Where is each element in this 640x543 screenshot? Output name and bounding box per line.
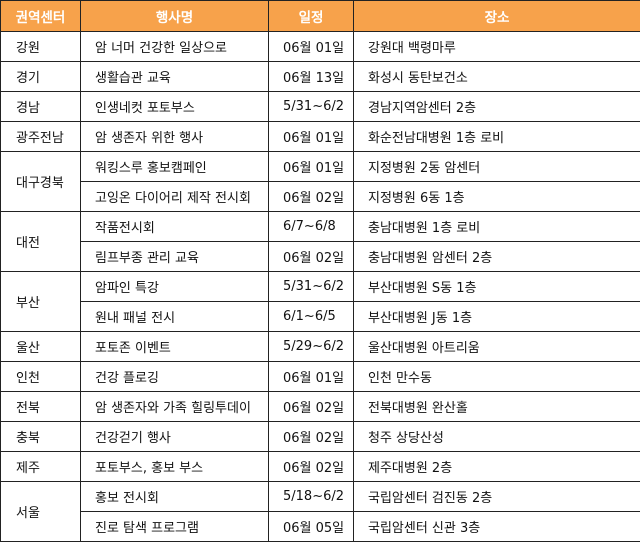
region-cell: 울산	[0, 331, 81, 362]
event-name-cell: 건강걷기 행사	[80, 421, 269, 452]
event-name-cell: 인생네컷 포토부스	[80, 91, 269, 122]
event-name-cell: 암 생존자 위한 행사	[80, 121, 269, 152]
place-cell: 화성시 동탄보건소	[353, 61, 640, 92]
region-cell: 경남	[0, 91, 81, 122]
region-cell: 광주전남	[0, 121, 81, 152]
event-name-cell: 포토부스, 홍보 부스	[80, 451, 269, 482]
table-row: 진로 탐색 프로그램 06월 05일 국립암센터 신관 3층	[1, 511, 640, 542]
event-name-cell: 홍보 전시회	[80, 481, 269, 512]
date-cell: 5/29~6/2	[268, 331, 354, 362]
date-cell: 6/1~6/5	[268, 301, 354, 332]
date-cell: 06월 02일	[268, 181, 354, 212]
place-cell: 경남지역암센터 2층	[353, 91, 640, 122]
region-cell: 전북	[0, 391, 81, 422]
date-cell: 5/31~6/2	[268, 91, 354, 122]
place-cell: 부산대병원 J동 1층	[353, 301, 640, 332]
date-cell: 06월 01일	[268, 361, 354, 392]
date-cell: 5/18~6/2	[268, 481, 354, 512]
event-name-cell: 진로 탐색 프로그램	[80, 511, 269, 542]
header-date: 일정	[268, 0, 354, 32]
place-cell: 인천 만수동	[353, 361, 640, 392]
event-name-cell: 암 생존자와 가족 힐링투데이	[80, 391, 269, 422]
header-region: 권역센터	[0, 0, 81, 32]
table-row: 대전 작품전시회 6/7~6/8 충남대병원 1층 로비	[0, 211, 640, 272]
region-cell: 대전	[0, 211, 81, 272]
region-cell: 서울	[0, 481, 81, 542]
event-name-cell: 워킹스루 홍보캠페인	[80, 151, 269, 182]
event-name-cell: 암파인 특강	[80, 271, 269, 302]
date-cell: 06월 02일	[268, 451, 354, 482]
region-cell: 대구경북	[0, 151, 81, 212]
table-row: 대구경북 워킹스루 홍보캠페인 06월 01일 지정병원 2동 암센터	[0, 151, 640, 212]
place-cell: 제주대병원 2층	[353, 451, 640, 482]
table-body: 강원 암 너머 건강한 일상으로 06월 01일 강원대 백령마루 경기 생활습관 교육 0…	[0, 31, 640, 542]
place-cell: 강원대 백령마루	[353, 31, 640, 62]
place-cell: 화순전남대병원 1층 로비	[353, 121, 640, 152]
place-cell: 국립암센터 검진동 2층	[353, 481, 640, 512]
table-row: 광주전남 암 생존자 위한 행사 06월 01일 화순전남대병원 1층 로비	[0, 121, 640, 152]
table-row: 부산 암파인 특강 5/31~6/2 부산대병원 S동 1층	[0, 271, 640, 332]
place-cell: 지정병원 2동 암센터	[353, 151, 640, 182]
place-cell: 부산대병원 S동 1층	[353, 271, 640, 302]
table-row: 울산 포토존 이벤트 5/29~6/2 울산대병원 아트리움	[0, 331, 640, 362]
place-cell: 울산대병원 아트리움	[353, 331, 640, 362]
region-cell: 인천	[0, 361, 81, 392]
date-cell: 06월 01일	[268, 121, 354, 152]
table-row: 강원 암 너머 건강한 일상으로 06월 01일 강원대 백령마루	[0, 31, 640, 62]
date-cell: 06월 01일	[268, 151, 354, 182]
place-cell: 충남대병원 1층 로비	[353, 211, 640, 242]
event-name-cell: 림프부종 관리 교육	[80, 241, 269, 272]
table-row: 림프부종 관리 교육 06월 02일 충남대병원 암센터 2층	[1, 241, 640, 272]
region-cell: 제주	[0, 451, 81, 482]
table-row: 경남 인생네컷 포토부스 5/31~6/2 경남지역암센터 2층	[0, 91, 640, 122]
date-cell: 06월 02일	[268, 421, 354, 452]
event-name-cell: 작품전시회	[80, 211, 269, 242]
region-cell: 경기	[0, 61, 81, 92]
place-cell: 국립암센터 신관 3층	[353, 511, 640, 542]
table-row: 서울 홍보 전시회 5/18~6/2 국립암센터 검진동 2층	[0, 481, 640, 542]
event-name-cell: 포토존 이벤트	[80, 331, 269, 362]
date-cell: 06월 01일	[268, 31, 354, 62]
region-cell: 충북	[0, 421, 81, 452]
header-place: 장소	[353, 0, 640, 32]
event-name-cell: 고잉온 다이어리 제작 전시회	[80, 181, 269, 212]
table-row: 원내 패널 전시 6/1~6/5 부산대병원 J동 1층	[1, 301, 640, 332]
event-name-cell: 생활습관 교육	[80, 61, 269, 92]
date-cell: 06월 13일	[268, 61, 354, 92]
event-name-cell: 건강 플로깅	[80, 361, 269, 392]
table-row: 충북 건강걷기 행사 06월 02일 청주 상당산성	[0, 421, 640, 452]
place-cell: 청주 상당산성	[353, 421, 640, 452]
table-row: 인천 건강 플로깅 06월 01일 인천 만수동	[0, 361, 640, 392]
date-cell: 06월 02일	[268, 241, 354, 272]
header-event: 행사명	[80, 0, 269, 32]
table-row: 제주 포토부스, 홍보 부스 06월 02일 제주대병원 2층	[0, 451, 640, 482]
table-row: 경기 생활습관 교육 06월 13일 화성시 동탄보건소	[0, 61, 640, 92]
event-name-cell: 암 너머 건강한 일상으로	[80, 31, 269, 62]
date-cell: 06월 05일	[268, 511, 354, 542]
event-name-cell: 원내 패널 전시	[80, 301, 269, 332]
table-row: 고잉온 다이어리 제작 전시회 06월 02일 지정병원 6동 1층	[1, 181, 640, 212]
region-cell: 부산	[0, 271, 81, 332]
place-cell: 충남대병원 암센터 2층	[353, 241, 640, 272]
date-cell: 06월 02일	[268, 391, 354, 422]
date-cell: 5/31~6/2	[268, 271, 354, 302]
place-cell: 전북대병원 완산홀	[353, 391, 640, 422]
table-row: 전북 암 생존자와 가족 힐링투데이 06월 02일 전북대병원 완산홀	[0, 391, 640, 422]
date-cell: 6/7~6/8	[268, 211, 354, 242]
place-cell: 지정병원 6동 1층	[353, 181, 640, 212]
header-row: 권역센터 행사명 일정 장소	[0, 0, 640, 32]
region-cell: 강원	[0, 31, 81, 62]
